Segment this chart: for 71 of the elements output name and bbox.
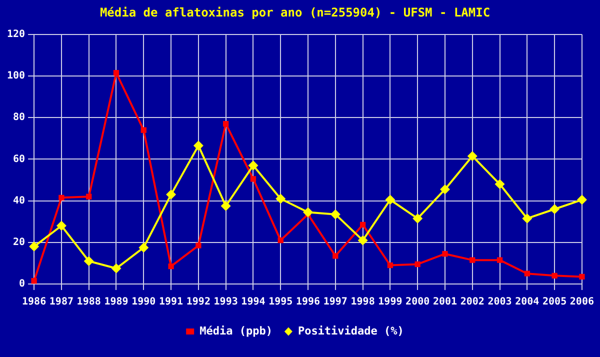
point (31, 278, 37, 284)
x-tick-label: 1995 (268, 296, 293, 308)
point (278, 237, 284, 244)
x-tick-label: 1998 (350, 296, 375, 308)
y-tick-label: 80 (13, 112, 26, 124)
y-tick-label: 100 (7, 70, 26, 82)
point (524, 270, 530, 276)
point (56, 220, 66, 231)
point (196, 242, 202, 248)
point (84, 256, 94, 266)
point (330, 209, 340, 220)
x-tick-label: 1996 (296, 296, 320, 308)
point (111, 263, 122, 274)
point (332, 253, 338, 259)
x-tick-label: 1999 (378, 296, 402, 308)
chart-title: Média de aflatoxinas por ano (n=255904) - UFSM - LAMIC (100, 5, 490, 20)
point (113, 70, 120, 76)
point (220, 201, 231, 211)
x-tick-label: 1987 (49, 296, 74, 308)
point (303, 207, 314, 218)
x-tick-label: 1991 (158, 296, 184, 308)
point (58, 194, 64, 201)
point (494, 179, 505, 190)
point (360, 222, 366, 228)
point (470, 257, 476, 263)
point (387, 262, 394, 268)
point (412, 213, 423, 224)
x-tick-label: 1994 (241, 296, 266, 308)
point (140, 127, 146, 133)
point (552, 272, 558, 279)
x-tick-label: 1989 (104, 296, 128, 308)
point (496, 257, 503, 263)
point (522, 213, 532, 224)
x-tick-label: 1988 (76, 296, 101, 308)
x-tick-label: 1990 (132, 296, 156, 308)
point (550, 204, 560, 214)
point (276, 194, 286, 204)
point (138, 242, 149, 253)
x-tick-label: 2005 (542, 296, 567, 308)
y-tick-label: 0 (19, 278, 26, 290)
x-tick-label: 2003 (488, 296, 512, 308)
point (193, 140, 204, 151)
x-tick-label: 2002 (460, 296, 484, 308)
point (250, 176, 256, 182)
point (248, 160, 258, 170)
y-tick-label: 40 (13, 195, 26, 206)
point (166, 190, 176, 200)
point (358, 235, 368, 246)
y-tick-label: 60 (13, 154, 26, 165)
point (168, 263, 174, 270)
x-tick-label: 1986 (22, 296, 46, 308)
point (414, 261, 420, 268)
point (576, 194, 587, 205)
legend-label: Positividade (%) (298, 324, 404, 338)
point (385, 194, 396, 205)
x-tick-label: 1992 (186, 296, 210, 308)
legend-label: Média (ppb) (200, 324, 272, 338)
y-tick-label: 20 (13, 236, 26, 248)
x-tick-label: 2001 (432, 296, 458, 308)
x-tick-label: 1997 (323, 296, 348, 308)
y-tick-label: 120 (7, 28, 26, 40)
point (222, 121, 229, 127)
x-tick-label: 2006 (570, 296, 594, 308)
point (440, 184, 450, 194)
point (467, 151, 478, 162)
point (579, 274, 585, 280)
point (86, 194, 92, 200)
x-tick-label: 1993 (214, 296, 238, 308)
x-tick-label: 2004 (515, 296, 540, 308)
point (442, 251, 448, 257)
x-tick-label: 2000 (406, 296, 430, 308)
